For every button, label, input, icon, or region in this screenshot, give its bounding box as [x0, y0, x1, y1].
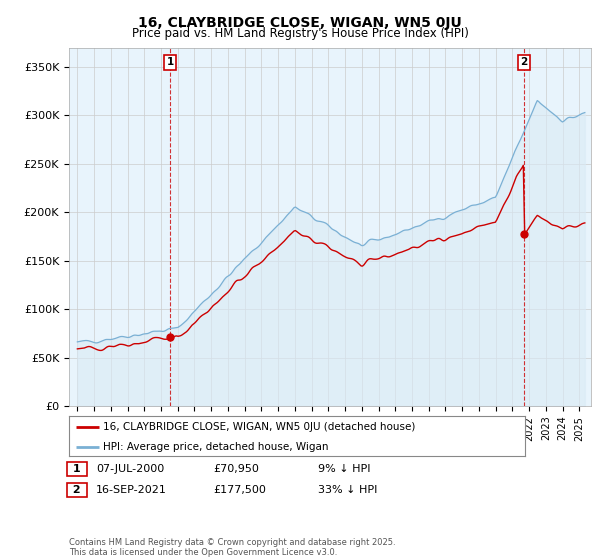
Text: 16-SEP-2021: 16-SEP-2021 — [96, 485, 167, 495]
Text: £70,950: £70,950 — [213, 464, 259, 474]
Text: 2: 2 — [69, 485, 85, 495]
Text: £177,500: £177,500 — [213, 485, 266, 495]
Text: 33% ↓ HPI: 33% ↓ HPI — [318, 485, 377, 495]
Text: 1: 1 — [166, 57, 173, 67]
Text: 2: 2 — [521, 57, 528, 67]
Text: 1: 1 — [69, 464, 85, 474]
Text: HPI: Average price, detached house, Wigan: HPI: Average price, detached house, Wiga… — [103, 442, 329, 452]
Text: 07-JUL-2000: 07-JUL-2000 — [96, 464, 164, 474]
Text: 16, CLAYBRIDGE CLOSE, WIGAN, WN5 0JU (detached house): 16, CLAYBRIDGE CLOSE, WIGAN, WN5 0JU (de… — [103, 422, 416, 432]
Text: Price paid vs. HM Land Registry's House Price Index (HPI): Price paid vs. HM Land Registry's House … — [131, 27, 469, 40]
Text: 16, CLAYBRIDGE CLOSE, WIGAN, WN5 0JU: 16, CLAYBRIDGE CLOSE, WIGAN, WN5 0JU — [138, 16, 462, 30]
Text: Contains HM Land Registry data © Crown copyright and database right 2025.
This d: Contains HM Land Registry data © Crown c… — [69, 538, 395, 557]
Text: 9% ↓ HPI: 9% ↓ HPI — [318, 464, 371, 474]
